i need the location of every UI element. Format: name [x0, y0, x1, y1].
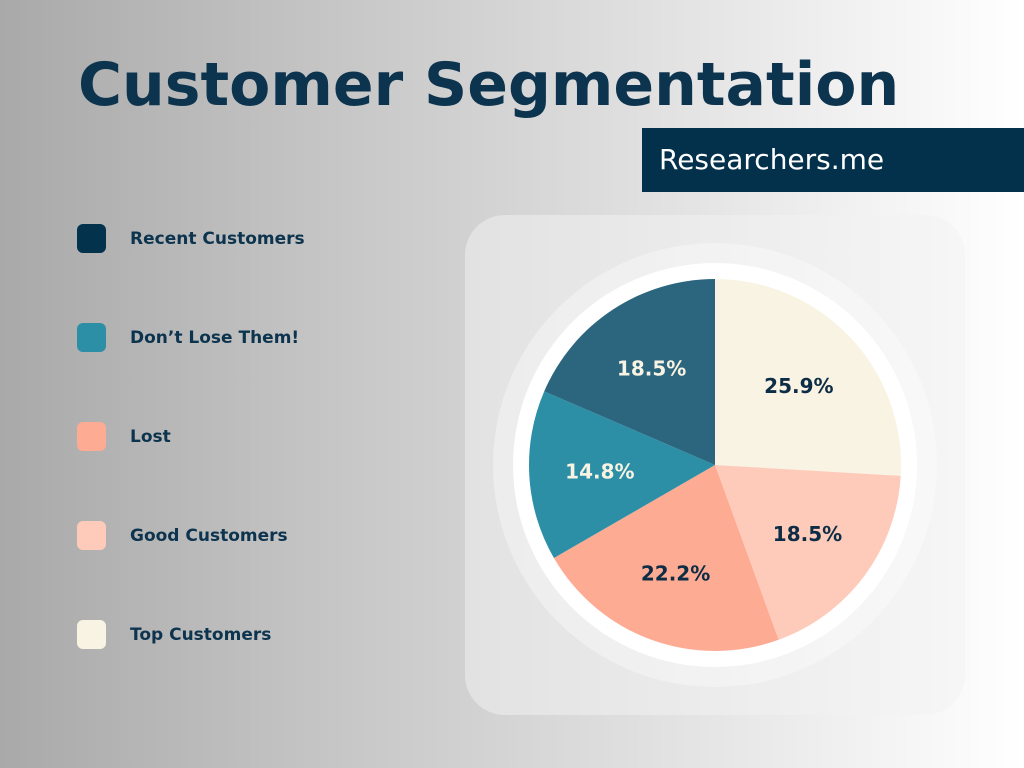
brand-banner: Researchers.me [642, 128, 1024, 192]
legend-swatch [77, 224, 106, 253]
legend-item: Top Customers [77, 620, 305, 649]
legend-label: Top Customers [130, 624, 272, 645]
slice-label: 14.8% [565, 460, 634, 484]
slice-label: 22.2% [641, 561, 710, 585]
legend: Recent Customers Don’t Lose Them! Lost Good… [77, 224, 305, 719]
pie-slice [529, 391, 715, 558]
legend-swatch [77, 521, 106, 550]
legend-swatch [77, 323, 106, 352]
legend-label: Recent Customers [130, 228, 305, 249]
legend-swatch [77, 620, 106, 649]
slice-label: 25.9% [764, 374, 833, 398]
chart-title: Customer Segmentation [78, 50, 900, 120]
legend-label: Good Customers [130, 525, 288, 546]
legend-item: Don’t Lose Them! [77, 323, 305, 352]
legend-swatch [77, 422, 106, 451]
pie-slice [553, 465, 779, 651]
pie-slice [544, 279, 715, 465]
legend-item: Recent Customers [77, 224, 305, 253]
legend-item: Lost [77, 422, 305, 451]
legend-label: Don’t Lose Them! [130, 327, 300, 348]
legend-label: Lost [130, 426, 171, 447]
slice-label: 18.5% [773, 522, 842, 546]
slice-label: 18.5% [617, 357, 686, 381]
pie-slice [715, 279, 901, 476]
pie-slice [715, 465, 901, 640]
legend-item: Good Customers [77, 521, 305, 550]
